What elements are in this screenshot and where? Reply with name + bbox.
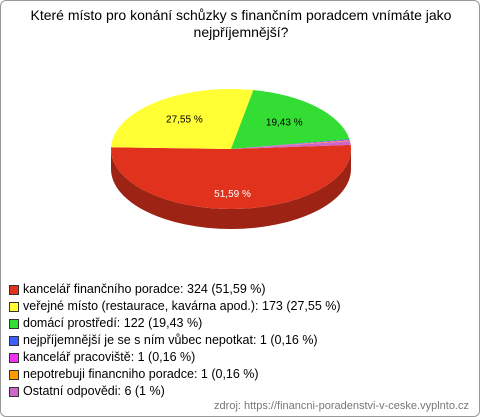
slice xyxy=(231,139,350,149)
slice xyxy=(111,88,254,149)
source: zdroj: https://financni-poradenstvi-v-ce… xyxy=(214,400,469,412)
legend-label: kancelář finančního poradce: 324 (51,59 … xyxy=(23,282,266,296)
slice xyxy=(231,90,350,149)
slice-label: 51,59 % xyxy=(214,189,251,200)
legend-label: kancelář pracoviště: 1 (0,16 %) xyxy=(23,350,196,364)
legend-swatch xyxy=(9,284,19,295)
legend-label: nepotrebuji financniho poradce: 1 (0,16 … xyxy=(23,367,259,381)
legend-swatch xyxy=(9,335,19,346)
slice-label: 19,43 % xyxy=(266,118,303,129)
legend-swatch xyxy=(9,352,19,363)
legend-item: kancelář pracoviště: 1 (0,16 %) xyxy=(9,349,341,366)
legend: kancelář finančního poradce: 324 (51,59 … xyxy=(9,281,341,400)
slice xyxy=(231,139,350,149)
legend-item: nejpříjemnější je se s ním vůbec nepotka… xyxy=(9,332,341,349)
legend-label: veřejné místo (restaurace, kavárna apod.… xyxy=(23,299,341,313)
legend-item: nepotrebuji financniho poradce: 1 (0,16 … xyxy=(9,366,341,383)
legend-swatch xyxy=(9,369,19,380)
legend-label: Ostatní odpovědi: 6 (1 %) xyxy=(23,384,165,398)
slice-side xyxy=(111,149,351,229)
legend-label: nejpříjemnější je se s ním vůbec nepotka… xyxy=(23,333,318,347)
chart-title: Které místo pro konání schůzky s finančn… xyxy=(30,7,452,40)
slice xyxy=(231,141,351,149)
legend-item: veřejné místo (restaurace, kavárna apod.… xyxy=(9,298,341,315)
legend-item: kancelář finančního poradce: 324 (51,59 … xyxy=(9,281,341,298)
pie-area: 51,59 % 27,55 % 19,43 % xyxy=(110,88,351,229)
legend-label: domácí prostředí: 122 (19,43 %) xyxy=(23,316,203,330)
slice-label: 27,55 % xyxy=(166,115,203,126)
legend-item: Ostatní odpovědi: 6 (1 %) xyxy=(9,383,341,400)
slice xyxy=(231,140,350,149)
legend-item: domácí prostředí: 122 (19,43 %) xyxy=(9,315,341,332)
slice xyxy=(110,144,351,209)
legend-swatch xyxy=(9,301,19,312)
legend-swatch xyxy=(9,318,19,329)
legend-swatch xyxy=(9,386,19,397)
